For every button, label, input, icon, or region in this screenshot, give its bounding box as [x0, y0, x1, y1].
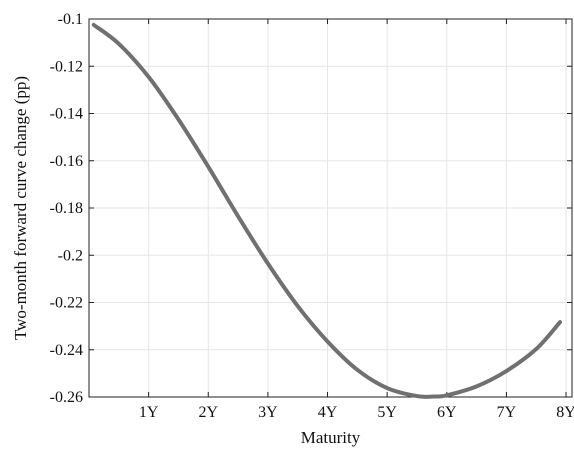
x-tick-label: 6Y [437, 404, 457, 421]
y-tick-label: -0.16 [50, 153, 83, 170]
y-tick-label: -0.1 [58, 11, 83, 28]
x-tick-label: 4Y [318, 404, 338, 421]
y-tick-label: -0.18 [50, 200, 83, 217]
x-tick-label: 2Y [198, 404, 218, 421]
y-tick-label: -0.2 [58, 247, 83, 264]
x-axis-title: Maturity [301, 428, 361, 447]
x-tick-label: 3Y [258, 404, 278, 421]
y-tick-label: -0.22 [50, 295, 83, 312]
x-tick-label: 8Y [556, 404, 574, 421]
y-axis-title: Two-month forward curve change (pp) [11, 76, 30, 340]
x-tick-label: 5Y [377, 404, 397, 421]
y-tick-label: -0.12 [50, 58, 83, 75]
y-tick-label: -0.24 [50, 342, 83, 359]
series-line [91, 22, 563, 399]
x-tick-label: 1Y [139, 404, 159, 421]
series-layer [91, 22, 563, 399]
x-tick-label: 7Y [497, 404, 517, 421]
grid [89, 18, 572, 398]
axis-ticks: 1Y 2Y 3Y 4Y 5Y 6Y 7Y 8Y -0.26 -0.24 -0.22 -0.2 -0.18… [50, 11, 574, 421]
y-tick-label: -0.26 [50, 389, 83, 406]
y-tick-label: -0.14 [50, 106, 83, 123]
